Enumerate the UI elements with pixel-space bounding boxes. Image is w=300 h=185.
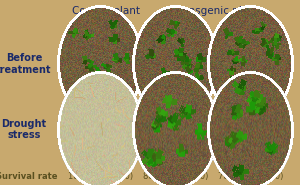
Text: 78.33% (47/60): 78.33% (47/60): [218, 172, 283, 181]
Text: Before
treatment: Before treatment: [0, 53, 52, 75]
Text: Control plant: Control plant: [73, 6, 140, 16]
Text: Drought
stress: Drought stress: [2, 119, 46, 140]
Text: 18.33% (11/60): 18.33% (11/60): [68, 172, 133, 181]
Text: Survival rate: Survival rate: [0, 172, 58, 181]
Text: 88.33% (53/60): 88.33% (53/60): [143, 172, 208, 181]
Text: Transgenic plant: Transgenic plant: [173, 6, 259, 16]
